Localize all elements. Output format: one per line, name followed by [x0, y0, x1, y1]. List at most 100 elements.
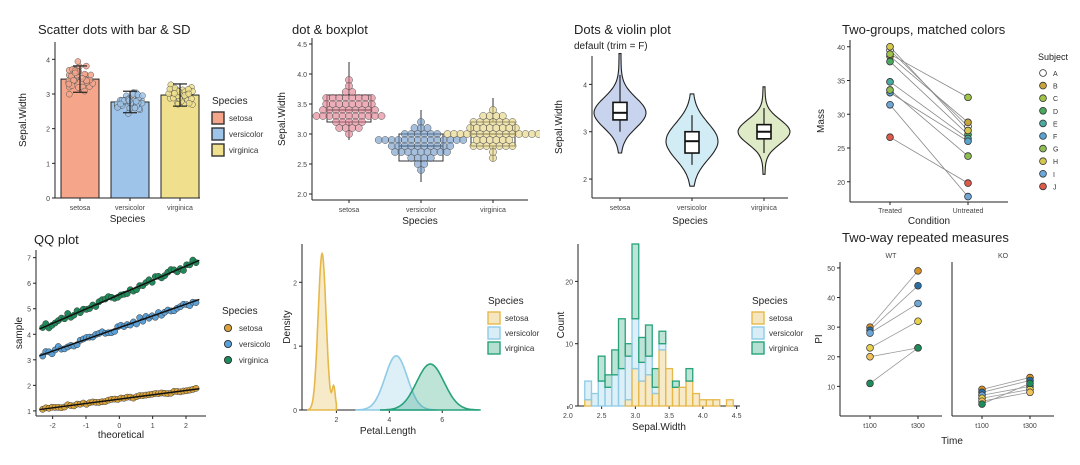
data-point [443, 148, 451, 156]
paired-line [981, 380, 1031, 393]
data-point [426, 154, 435, 162]
data-point [866, 344, 874, 352]
paired-line [869, 320, 919, 349]
legend-key [1039, 157, 1047, 166]
density-curve [306, 251, 338, 411]
chart-qq-plot: QQ plot 1 2 3 4 5 6 7 sample theoretical -2 -1 0 1 2 S… [14, 232, 274, 441]
histogram-bar [604, 374, 613, 388]
legend-title: Species [222, 306, 258, 317]
histogram-bar [638, 361, 647, 382]
y-axis-title: Mass [816, 109, 827, 133]
histogram-bar [692, 392, 701, 407]
histogram-bar [611, 349, 620, 376]
chart-density: 0 1 2 Density Petal.Length 2 4 6 Species setosa ve… [282, 244, 540, 437]
data-point [978, 400, 986, 408]
panel-dot-boxplot: dot & boxplot 2.0 2.5 3.0 3.5 4.0 4.5 Sepal.Wi… [270, 0, 543, 230]
data-point [492, 124, 501, 132]
paired-line [889, 81, 969, 139]
paired-line [981, 385, 1031, 396]
legend-label: setosa [239, 324, 263, 333]
x-tick-label: setosa [70, 205, 91, 212]
legend-key [223, 356, 232, 365]
x-tick-label: virginica [480, 207, 506, 214]
x-axis-title: Species [672, 216, 708, 227]
x-tick-label: 3.0 [631, 413, 641, 420]
y-tick-label: 3 [27, 358, 31, 365]
legend-key [1039, 170, 1047, 178]
data-point [866, 329, 874, 337]
paired-line [889, 53, 969, 98]
data-point [505, 136, 514, 144]
histogram-bar [624, 355, 633, 401]
paired-line [869, 270, 919, 328]
panel-density: 0 1 2 Density Petal.Length 2 4 6 Species setosa ve… [270, 230, 540, 460]
chart-title: Scatter dots with bar & SD [38, 22, 190, 37]
legend-key [211, 143, 225, 157]
legend-key [487, 311, 501, 325]
data-point [417, 124, 425, 132]
y-tick-label: 50 [827, 266, 835, 273]
legend-label: G [1053, 147, 1058, 154]
data-point [964, 152, 972, 160]
data-point [964, 192, 972, 201]
x-tick-label: 1 [151, 423, 155, 430]
data-point [381, 136, 390, 144]
data-point [479, 124, 488, 132]
data-point [341, 100, 350, 108]
legend-key [751, 311, 765, 325]
data-point [498, 136, 507, 144]
data-point [338, 118, 347, 126]
paired-line [869, 347, 919, 384]
x-tick-label: virginica [167, 205, 193, 212]
chart-dot-boxplot: dot & boxplot 2.0 2.5 3.0 3.5 4.0 4.5 Sepal.Wi… [277, 22, 543, 227]
legend-key [1039, 107, 1047, 115]
data-point [410, 124, 419, 132]
histogram-bar [624, 343, 633, 357]
histogram-bar [590, 392, 599, 407]
data-point [335, 100, 344, 108]
legend-label: setosa [769, 314, 793, 323]
panel-two-groups: Two-groups, matched colors 20 25 30 35 40 Mas… [810, 0, 1080, 230]
data-point [420, 160, 429, 168]
data-point [505, 124, 514, 132]
data-point [439, 142, 448, 150]
histogram-bar [597, 355, 606, 382]
x-tick-label: 2.0 [563, 413, 573, 420]
x-tick-label: 3.5 [664, 413, 674, 420]
data-point [466, 124, 475, 132]
data-point [886, 133, 894, 142]
data-point [914, 344, 922, 352]
histogram-bar [584, 399, 593, 407]
data-point [87, 71, 95, 79]
y-tick-label: 10 [827, 384, 835, 391]
reference-line [39, 387, 200, 411]
histogram-bar [712, 399, 721, 407]
y-tick-label: 2.5 [297, 162, 307, 169]
histogram-bar [631, 243, 640, 320]
data-point [472, 136, 481, 144]
data-point [423, 124, 432, 132]
data-point [417, 166, 425, 174]
legend-label: virginica [769, 344, 799, 353]
legend-key [223, 324, 232, 333]
x-tick-label: 6 [440, 417, 444, 424]
x-tick-label: versicolor [677, 205, 708, 212]
x-tick-label: 0 [117, 423, 121, 430]
x-axis-title: Condition [908, 216, 950, 227]
panel-histogram: 0 10 20 Count Sepal.Width 2.0 2.5 3.0 3.5 4.0 4.5 S… [540, 230, 810, 460]
y-tick-label: 4 [583, 82, 587, 89]
data-point [407, 142, 416, 150]
histogram-bar [725, 399, 734, 407]
data-point [371, 112, 379, 120]
y-tick-label: 3 [46, 92, 50, 99]
y-tick-label: 1 [46, 161, 50, 168]
density-curve [380, 363, 481, 411]
paired-line [869, 347, 919, 358]
histogram-bar [644, 374, 653, 407]
data-point [312, 112, 321, 120]
data-point [508, 142, 517, 150]
data-point [508, 118, 517, 126]
chart-histogram: 0 10 20 Count Sepal.Width 2.0 2.5 3.0 3.5 4.0 4.5 S… [556, 243, 804, 433]
legend-label: H [1053, 159, 1058, 166]
legend-key [1039, 182, 1047, 191]
